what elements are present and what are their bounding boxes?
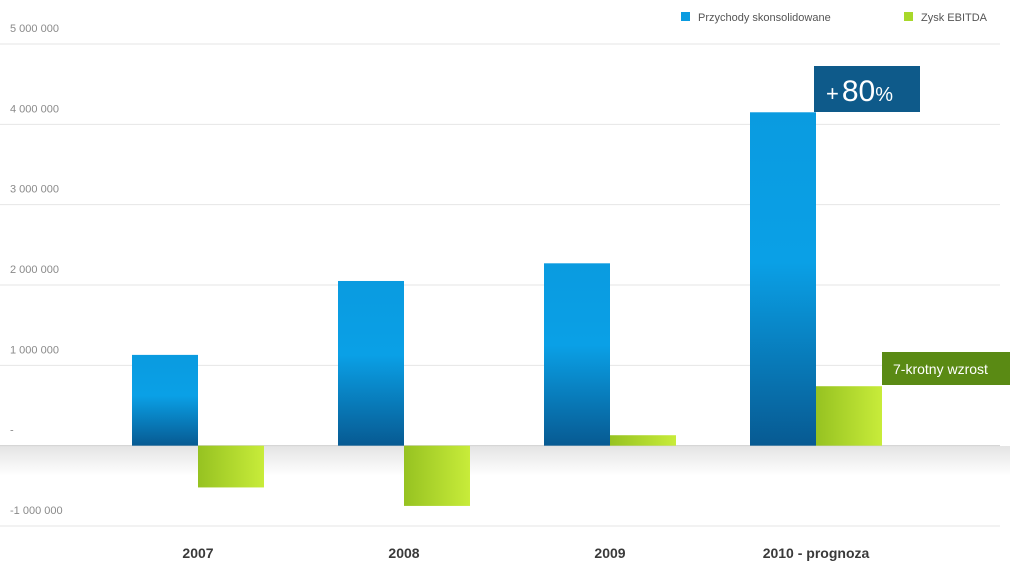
annotation-revenue-value: 80 xyxy=(842,75,875,108)
legend-label-ebitda: Zysk EBITDA xyxy=(921,12,988,24)
annotation-ebitda-box xyxy=(882,352,1010,385)
y-axis: 5 000 000 4 000 000 3 000 000 2 000 000 1 00… xyxy=(10,23,63,517)
annotation-revenue-growth: +80% xyxy=(814,66,920,112)
legend-swatch-revenue xyxy=(681,12,690,21)
annotation-ebitda-growth: 7-krotny wzrost xyxy=(882,352,1010,385)
bar-revenue xyxy=(544,263,610,446)
annotation-revenue-box xyxy=(814,66,920,112)
y-tick-label: 4 000 000 xyxy=(10,103,59,115)
y-tick-label: -1 000 000 xyxy=(10,505,63,517)
y-tick-label: 1 000 000 xyxy=(10,344,59,356)
bar-ebitda xyxy=(198,445,264,488)
y-tick-label: - xyxy=(10,425,14,437)
svg-text:+80%: +80% xyxy=(826,75,893,108)
legend: Przychody skonsolidowane Zysk EBITDA xyxy=(681,12,988,24)
bars xyxy=(132,112,882,506)
bar-ebitda xyxy=(404,445,470,506)
zero-shadow xyxy=(0,446,1010,476)
legend-swatch-ebitda xyxy=(904,12,913,21)
bar-revenue xyxy=(750,112,816,446)
y-tick-label: 3 000 000 xyxy=(10,184,59,196)
annotation-revenue-prefix: + xyxy=(826,81,839,106)
bar-ebitda xyxy=(816,386,882,446)
x-category-label: 2010 - prognoza xyxy=(763,545,870,561)
x-axis: 2007 2008 2009 2010 - prognoza xyxy=(182,545,869,561)
x-category-label: 2009 xyxy=(594,545,625,561)
y-tick-label: 5 000 000 xyxy=(10,23,59,35)
x-category-label: 2008 xyxy=(388,545,419,561)
annotation-ebitda-text: 7-krotny wzrost xyxy=(893,361,988,377)
bar-revenue xyxy=(132,354,198,446)
x-category-label: 2007 xyxy=(182,545,213,561)
y-tick-label: 2 000 000 xyxy=(10,264,59,276)
annotation-revenue-suffix: % xyxy=(875,84,893,106)
bar-ebitda xyxy=(610,435,676,446)
legend-label-revenue: Przychody skonsolidowane xyxy=(698,12,831,24)
bar-revenue xyxy=(338,280,404,446)
